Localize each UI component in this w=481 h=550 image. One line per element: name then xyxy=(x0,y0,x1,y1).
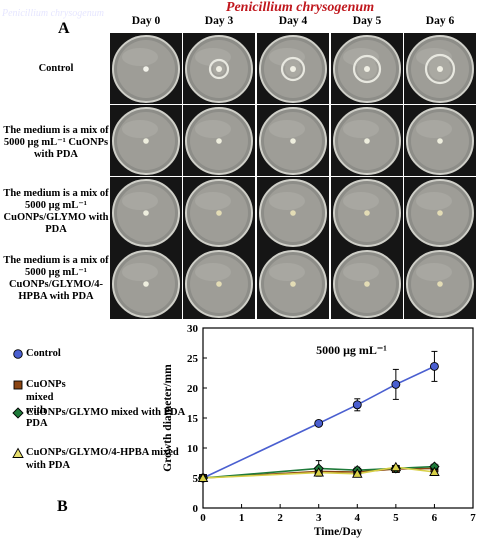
petri-dish-photo xyxy=(183,248,255,319)
petri-dish-photo xyxy=(331,248,403,319)
legend-label: CuONPs mixed with PDA xyxy=(26,379,66,429)
ghost-caption: Penicillium chrysogenum xyxy=(2,8,104,19)
y-tick-label: 15 xyxy=(187,413,199,425)
petri-dish-photo xyxy=(257,177,329,248)
legend-diamond-marker xyxy=(12,407,24,419)
x-tick-label: 2 xyxy=(277,512,283,524)
petri-dish-photo xyxy=(183,105,255,176)
y-tick-label: 20 xyxy=(187,383,199,395)
panel-b-label: B xyxy=(57,498,68,515)
x-tick-label: 0 xyxy=(200,512,206,524)
petri-dish-photo xyxy=(183,177,255,248)
x-tick-label: 1 xyxy=(239,512,245,524)
day-label-4: Day 4 xyxy=(278,15,308,27)
data-point xyxy=(429,361,439,371)
growth-chart: 0 1 2 3 4 5 6 7 0 5 10 15 20 25 30 Time/Day Growth diame… xyxy=(162,323,476,538)
chart-title: 5000 μg mL⁻¹ xyxy=(316,343,387,357)
day-label-3: Day 3 xyxy=(204,15,234,27)
x-tick-label: 5 xyxy=(393,512,399,524)
x-tick-label: 3 xyxy=(316,512,322,524)
petri-dish-photo xyxy=(404,248,476,319)
data-point xyxy=(352,468,363,478)
legend-label: CuONPs/GLYMO/4-HPBA mixed with PDA xyxy=(26,447,179,471)
petri-dish-photo xyxy=(404,177,476,248)
petri-dish-photo xyxy=(331,105,403,176)
petri-dish-photo xyxy=(257,248,329,319)
row-label-control: Control xyxy=(38,63,74,74)
petri-dish-photo xyxy=(110,33,182,104)
y-tick-label: 5 xyxy=(193,473,199,485)
legend-circle-marker xyxy=(13,349,23,359)
x-tick-label: 6 xyxy=(432,512,438,524)
y-tick-label: 30 xyxy=(187,323,199,335)
petri-dish-photo xyxy=(331,33,403,104)
legend-label: Control xyxy=(26,348,61,359)
data-point xyxy=(314,418,324,428)
petri-dish-photo xyxy=(110,248,182,319)
data-point xyxy=(429,466,440,476)
petri-dish-photo xyxy=(257,105,329,176)
data-point xyxy=(197,472,209,482)
petri-dish-photo xyxy=(110,105,182,176)
day-label-6: Day 6 xyxy=(425,15,455,27)
day-label-0: Day 0 xyxy=(131,15,161,27)
x-tick-label: 7 xyxy=(470,512,476,524)
row-label-glymo: The medium is a mix of 5000 μg mL⁻¹ CuON… xyxy=(3,188,109,235)
y-tick-label: 25 xyxy=(187,353,199,365)
y-tick-label: 0 xyxy=(193,503,199,515)
x-axis-title: Time/Day xyxy=(314,526,363,538)
row-label-hpba: The medium is a mix of 5000 μg mL⁻¹ CuON… xyxy=(3,255,109,302)
data-point xyxy=(352,400,362,410)
panel-a-label: A xyxy=(58,20,70,37)
petri-dish-photo xyxy=(331,177,403,248)
data-point xyxy=(391,379,401,389)
petri-dish-photo xyxy=(257,33,329,104)
legend-label: CuONPs/GLYMO mixed with PDA xyxy=(26,407,186,418)
petri-dish-photo xyxy=(110,177,182,248)
data-point xyxy=(313,467,324,477)
day-label-5: Day 5 xyxy=(352,15,382,27)
y-axis-title: Growth diameter/mm xyxy=(162,364,174,472)
petri-dish-photo xyxy=(404,33,476,104)
legend-triangle-marker xyxy=(12,447,24,458)
petri-dish-photo xyxy=(183,33,255,104)
legend-square-marker xyxy=(13,380,23,390)
figure-title: Penicillium chrysogenum xyxy=(225,0,375,15)
x-tick-label: 4 xyxy=(355,512,361,524)
petri-dish-photo xyxy=(404,105,476,176)
y-tick-label: 10 xyxy=(187,443,199,455)
row-label-cuonps: The medium is a mix of 5000 μg mL⁻¹ CuON… xyxy=(3,125,109,160)
data-point xyxy=(390,461,402,472)
